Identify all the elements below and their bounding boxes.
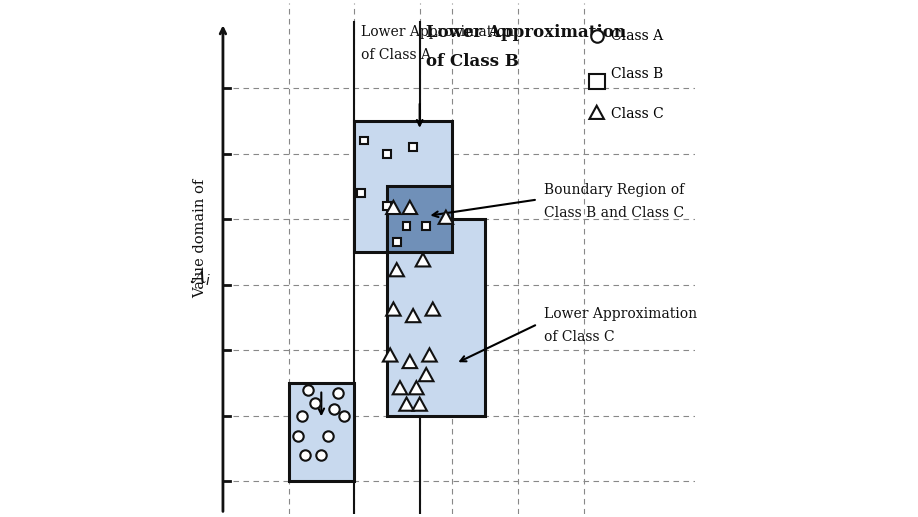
Polygon shape: [416, 253, 431, 266]
Polygon shape: [403, 201, 417, 214]
Polygon shape: [389, 263, 404, 276]
Text: Class B and Class C: Class B and Class C: [544, 206, 684, 220]
Bar: [360, 136, 368, 144]
Bar: [393, 238, 400, 246]
Polygon shape: [589, 105, 604, 119]
Bar: [409, 143, 417, 151]
Text: of Class B: of Class B: [426, 53, 519, 70]
Bar: [383, 202, 391, 210]
Text: Class C: Class C: [611, 107, 664, 121]
Text: Lower Approximation: Lower Approximation: [361, 25, 514, 39]
Bar: [357, 189, 364, 197]
Text: $\mathcal{A}_i$: $\mathcal{A}_i$: [189, 268, 211, 288]
Bar: [386, 186, 453, 252]
Polygon shape: [403, 355, 417, 368]
Polygon shape: [409, 381, 423, 394]
Text: Boundary Region of: Boundary Region of: [544, 183, 685, 196]
Bar: [354, 121, 453, 252]
Bar: [403, 222, 410, 230]
Polygon shape: [439, 210, 453, 224]
Polygon shape: [426, 302, 440, 316]
Polygon shape: [386, 201, 400, 214]
Polygon shape: [412, 398, 427, 410]
Text: Value domain of: Value domain of: [193, 179, 207, 298]
Polygon shape: [406, 309, 420, 322]
Bar: [386, 219, 486, 416]
Bar: [383, 149, 391, 158]
Polygon shape: [386, 302, 400, 316]
Bar: [288, 383, 354, 481]
Bar: [588, 73, 605, 89]
Text: of Class C: of Class C: [544, 330, 615, 344]
Text: of Class A: of Class A: [361, 48, 431, 62]
Text: Lower Approximation: Lower Approximation: [544, 307, 698, 321]
Text: Class A: Class A: [611, 28, 663, 42]
Text: Class B: Class B: [611, 67, 664, 81]
Polygon shape: [419, 368, 433, 381]
Bar: [422, 222, 431, 230]
Text: Lower Approximation: Lower Approximation: [426, 24, 626, 41]
Polygon shape: [383, 348, 397, 361]
Polygon shape: [393, 381, 408, 394]
Polygon shape: [399, 398, 414, 410]
Polygon shape: [422, 348, 437, 361]
